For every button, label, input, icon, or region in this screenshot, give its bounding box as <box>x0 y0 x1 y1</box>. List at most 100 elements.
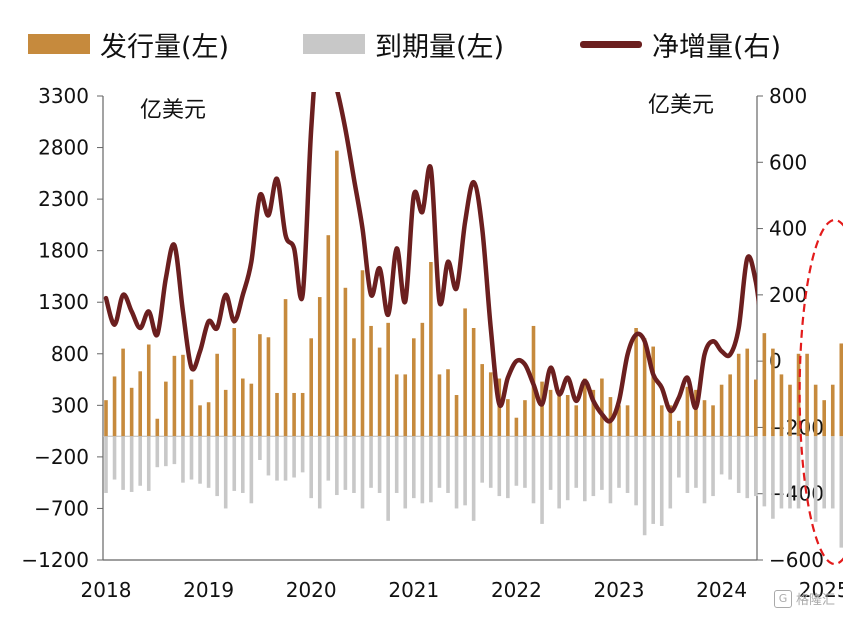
issue-bar <box>805 353 809 437</box>
left-tick-label: 800 <box>51 342 89 366</box>
watermark: G 格隆汇 <box>773 589 835 608</box>
issue-bar <box>403 374 408 437</box>
issue-bar <box>309 338 313 437</box>
maturity-bar <box>805 436 809 486</box>
legend-net-label: 净增量(右) <box>652 31 782 63</box>
issue-bar <box>292 392 296 437</box>
issue-bar <box>625 405 630 437</box>
maturity-bar <box>745 436 750 499</box>
right-tick-label: 800 <box>769 84 807 108</box>
issue-bar <box>762 333 767 437</box>
issue-bar <box>112 376 117 437</box>
maturity-bar <box>394 436 399 493</box>
maturity-bar <box>813 436 818 522</box>
issue-bar <box>471 328 476 437</box>
issue-bar <box>488 372 493 437</box>
maturity-bar <box>343 436 348 490</box>
issue-bar <box>138 371 142 437</box>
issue-bar <box>241 378 245 437</box>
issue-bar <box>189 379 194 437</box>
legend-maturity: 到期量(左) <box>303 22 504 66</box>
issue-bar <box>822 400 826 437</box>
issue-bar <box>412 338 416 437</box>
issue-bar <box>104 400 108 437</box>
maturity-bar <box>531 436 536 504</box>
issue-bar <box>719 384 724 437</box>
maturity-bar <box>138 436 142 486</box>
maturity-bar <box>420 436 425 504</box>
issue-bar <box>463 308 467 437</box>
maturity-bar <box>822 436 826 509</box>
issue-bar <box>668 405 673 437</box>
issue-bar <box>583 378 587 437</box>
issue-bar <box>659 405 664 437</box>
maturity-bar <box>471 436 476 521</box>
maturity-bar <box>677 436 681 478</box>
maturity-bar <box>232 436 237 491</box>
maturity-bar <box>258 436 262 460</box>
maturity-bar <box>463 436 467 506</box>
maturity-bar <box>548 436 553 490</box>
issue-bar <box>275 392 279 437</box>
x-tick-label: 2019 <box>183 578 234 602</box>
maturity-bar <box>446 436 450 493</box>
issue-bar <box>523 400 527 437</box>
maturity-bar <box>583 436 587 502</box>
left-tick-label: −1200 <box>21 548 89 572</box>
maturity-bar <box>779 436 784 509</box>
issue-bar <box>215 353 219 437</box>
issue-bar <box>343 287 348 437</box>
right-tick-label: 400 <box>769 217 807 241</box>
issue-bar <box>300 392 305 437</box>
maturity-bar <box>565 436 570 501</box>
maturity-bar <box>377 436 382 493</box>
maturity-bar <box>480 436 484 483</box>
maturity-bar <box>369 436 373 488</box>
maturity-bar <box>788 436 792 509</box>
legend-issue: 发行量(左) <box>28 22 229 66</box>
left-tick-label: −200 <box>34 445 89 469</box>
x-tick-label: 2022 <box>491 578 542 602</box>
issue-bar <box>839 343 843 437</box>
legend-maturity-label: 到期量(左) <box>375 31 505 63</box>
maturity-bar <box>164 436 168 467</box>
issue-bar <box>651 346 655 437</box>
maturity-bar <box>694 436 698 488</box>
maturity-bar <box>497 436 502 497</box>
maturity-bar <box>711 436 715 497</box>
maturity-bar <box>523 436 527 488</box>
left-tick-label: 1800 <box>38 239 89 263</box>
net-increase-line <box>103 92 757 424</box>
maturity-bar <box>292 436 296 478</box>
issue-bar <box>129 387 134 437</box>
maturity-bar <box>241 436 245 493</box>
left-tick-label: 2300 <box>38 187 89 211</box>
issue-bar <box>685 386 690 437</box>
issue-bar <box>574 405 579 437</box>
maturity-bar <box>352 436 356 493</box>
issue-bar <box>206 402 211 437</box>
maturity-bar <box>129 436 134 492</box>
maturity-bar <box>266 436 271 476</box>
issue-bar <box>258 334 262 437</box>
maturity-bar <box>600 436 604 490</box>
left-tick-label: 3300 <box>38 84 89 108</box>
issue-bar <box>155 418 160 437</box>
issue-bar <box>642 338 647 437</box>
left-tick-label: −700 <box>34 496 89 520</box>
issue-bar <box>677 420 681 437</box>
issue-bar <box>617 405 621 437</box>
issue-bar <box>394 374 399 437</box>
maturity-bar <box>754 436 758 497</box>
maturity-bar <box>309 436 313 499</box>
maturity-bar <box>591 436 596 497</box>
right-tick-label: −600 <box>769 548 824 572</box>
maturity-bar <box>198 436 202 484</box>
maturity-bar <box>412 436 416 499</box>
issue-bar <box>480 364 484 437</box>
maturity-bar <box>300 436 305 473</box>
x-tick-label: 2024 <box>696 578 747 602</box>
issue-bar <box>386 322 390 437</box>
issue-bar <box>377 347 382 437</box>
